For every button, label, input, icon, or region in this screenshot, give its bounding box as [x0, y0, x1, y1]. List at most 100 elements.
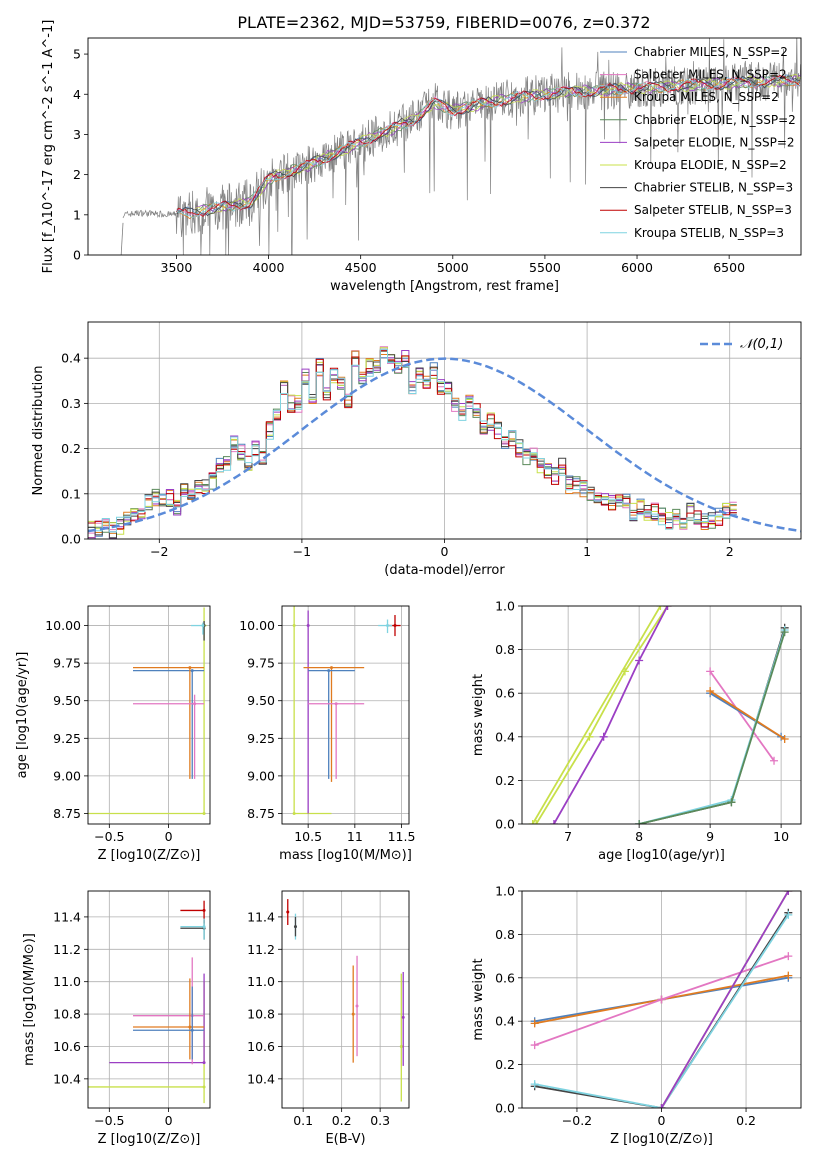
- x-axis-label: Z [log10(Z/Z⊙)]: [98, 1132, 201, 1147]
- marker-salpeter_miles: [530, 1041, 539, 1050]
- marker-salpeter_miles: [706, 667, 715, 676]
- x-axis-label: wavelength [Angstrom, rest frame]: [330, 279, 559, 294]
- y-tick-label: 11.0: [53, 974, 81, 989]
- marker-chabrier_elodie: [635, 820, 644, 824]
- y-tick-label: 0.0: [61, 532, 81, 547]
- point-kroupa_stelib: [202, 925, 206, 929]
- point-kroupa_elodie: [202, 811, 206, 815]
- legend-label-kroupa_elodie: Kroupa ELODIE, N_SSP=2: [634, 158, 787, 172]
- y-tick-label: 0.4: [495, 1014, 515, 1029]
- y-tick-label: 9.50: [53, 693, 81, 708]
- y-tick-label: 9.75: [247, 656, 275, 671]
- x-axis-label: mass [log10(M/M⊙)]: [279, 848, 412, 863]
- x-tick-label: 5500: [529, 260, 561, 275]
- y-axis-label: mass weight: [471, 958, 486, 1040]
- y-tick-label: 3: [73, 127, 81, 142]
- point-kroupa_elodie: [292, 811, 296, 815]
- x-tick-label: −1: [293, 544, 311, 559]
- marker-kroupa_miles: [706, 687, 715, 696]
- x-tick-label: 0.2: [332, 1113, 352, 1128]
- legend-label-salpeter_miles: Salpeter MILES, N_SSP=2: [634, 68, 787, 82]
- marker-kroupa_miles: [780, 734, 789, 743]
- x-axis-label: age [log10(age/yr)]: [598, 848, 725, 863]
- y-tick-label: 10.8: [247, 1007, 275, 1022]
- point-chabrier_miles: [190, 669, 194, 673]
- marker-kroupa_stelib: [784, 910, 793, 919]
- marker-salpeter_elodie: [657, 1104, 666, 1108]
- y-tick-label: 9.50: [247, 693, 275, 708]
- y-axis-label: mass [log10(M/M⊙)]: [22, 933, 37, 1066]
- point-chabrier_miles: [190, 1028, 194, 1032]
- y-tick-label: 0.2: [495, 1057, 515, 1072]
- x-tick-label: 8: [635, 829, 643, 844]
- plot-area-spectrum: [120, 38, 801, 255]
- y-tick-label: 11.0: [247, 974, 275, 989]
- y-tick-label: 11.2: [247, 942, 275, 957]
- axes-frame: [87, 37, 802, 256]
- x-tick-label: 0.2: [736, 1113, 756, 1128]
- y-tick-label: 9.75: [53, 656, 81, 671]
- model-kroupa_stelib: [176, 75, 801, 218]
- x-axis-label: E(B-V): [325, 1132, 365, 1147]
- y-tick-label: 0.4: [495, 729, 515, 744]
- point-kroupa_elodie: [292, 624, 296, 628]
- model-chabrier_stelib: [176, 75, 801, 217]
- series-chabrier_elodie: [638, 631, 786, 824]
- y-tick-label: 1.0: [495, 599, 515, 614]
- y-tick-label: 10.00: [45, 618, 81, 633]
- x-tick-label: 7: [564, 829, 572, 844]
- point-kroupa_miles: [329, 666, 333, 670]
- marker-chabrier_elodie: [727, 798, 736, 807]
- y-tick-label: 10.6: [247, 1039, 275, 1054]
- series-kroupa_stelib: [534, 914, 790, 1108]
- axes-frame: [281, 890, 410, 1109]
- point-salpeter_miles: [355, 1004, 359, 1008]
- marker-kroupa_elodie: [656, 606, 665, 610]
- x-tick-label: 6500: [713, 260, 745, 275]
- point-kroupa_stelib: [201, 624, 205, 628]
- point-kroupa_elodie: [202, 1085, 206, 1089]
- plot-area-mass_vs_Z: [88, 900, 206, 1104]
- point-salpeter_miles: [334, 702, 338, 706]
- y-tick-label: 8.75: [53, 806, 81, 821]
- point-kroupa_miles: [188, 666, 192, 670]
- x-tick-label: 0: [165, 1113, 173, 1128]
- y-tick-label: 0.1: [61, 486, 81, 501]
- point-kroupa_elodie: [399, 1044, 403, 1048]
- x-axis-label: Z [log10(Z/Z⊙)]: [610, 1132, 713, 1147]
- y-tick-label: 11.4: [247, 909, 275, 924]
- point-chabrier_stelib: [293, 925, 297, 929]
- axes-frame: [87, 890, 211, 1109]
- y-tick-label: 0.0: [495, 817, 515, 832]
- marker-salpeter_miles: [770, 756, 779, 765]
- legend-label-salpeter_elodie: Salpeter ELODIE, N_SSP=2: [634, 135, 795, 149]
- y-tick-label: 0.4: [61, 351, 81, 366]
- y-tick-label: 10.8: [53, 1007, 81, 1022]
- marker-kroupa_miles: [784, 971, 793, 980]
- marker-salpeter_elodie: [599, 732, 608, 741]
- axes-frame: [521, 890, 802, 1109]
- y-tick-label: 5: [73, 47, 81, 62]
- point-salpeter_stelib: [202, 908, 206, 912]
- legend-label-kroupa_stelib: Kroupa STELIB, N_SSP=3: [634, 226, 784, 240]
- point-kroupa_stelib: [386, 624, 390, 628]
- point-salpeter_elodie: [202, 1061, 206, 1065]
- series-salpeter_elodie: [660, 891, 790, 1108]
- plot-area-age_vs_mass: [292, 606, 401, 815]
- y-tick-label: 10.00: [239, 618, 275, 633]
- panel-mass_vs_Z: −0.5 0 10.4 10.6 10.8 11.0 11.2 11.4 Z [log10(Z/…: [22, 890, 211, 1147]
- legend-label-chabrier_stelib: Chabrier STELIB, N_SSP=3: [634, 181, 793, 195]
- legend-label-salpeter_stelib: Salpeter STELIB, N_SSP=3: [634, 203, 792, 217]
- plot-area-residuals: [88, 346, 801, 539]
- axes-frame: [87, 605, 211, 825]
- x-tick-label: 0: [441, 544, 449, 559]
- plot-area-mass_weight_vs_age: [528, 606, 789, 824]
- series-salpeter_miles: [709, 670, 775, 762]
- panel-mass_vs_ebv: 0.1 0.2 0.3 10.4 10.6 10.8 11.0 11.2 11.4 E(B-V): [247, 890, 410, 1147]
- y-axis-label: Flux [f_λ10^-17 erg cm^-2 s^-1 A^-1]: [41, 20, 56, 274]
- panel-age_vs_Z: −0.5 0 8.75 9.00 9.25 9.50 9.75 10.00 Z [log10(Z…: [15, 605, 211, 863]
- y-tick-label: 0.6: [495, 970, 515, 985]
- point-salpeter_elodie: [401, 1015, 405, 1019]
- series-kroupa_elodie: [535, 606, 669, 824]
